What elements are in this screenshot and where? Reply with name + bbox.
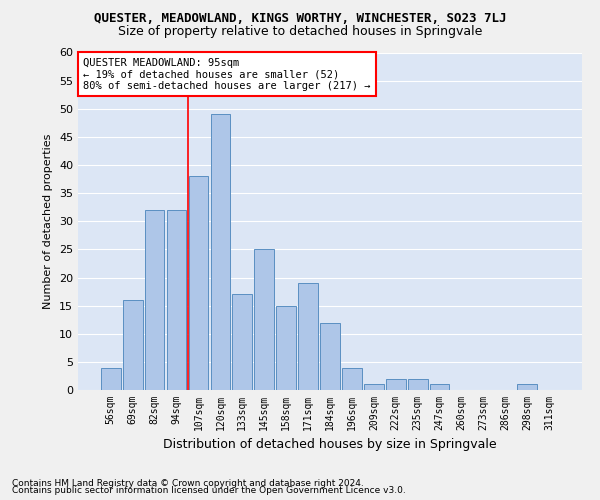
Y-axis label: Number of detached properties: Number of detached properties [43, 134, 53, 309]
Bar [211, 114, 230, 390]
Bar [298, 283, 318, 390]
Text: Contains public sector information licensed under the Open Government Licence v3: Contains public sector information licen… [12, 486, 406, 495]
Bar [188, 176, 208, 390]
Text: Contains HM Land Registry data © Crown copyright and database right 2024.: Contains HM Land Registry data © Crown c… [12, 478, 364, 488]
Bar [123, 300, 143, 390]
Bar [232, 294, 252, 390]
Bar [254, 250, 274, 390]
Bar [320, 322, 340, 390]
Text: QUESTER MEADOWLAND: 95sqm
← 19% of detached houses are smaller (52)
80% of semi-: QUESTER MEADOWLAND: 95sqm ← 19% of detac… [83, 58, 371, 91]
Bar [517, 384, 537, 390]
Bar [386, 379, 406, 390]
Bar [167, 210, 187, 390]
X-axis label: Distribution of detached houses by size in Springvale: Distribution of detached houses by size … [163, 438, 497, 452]
Bar [101, 368, 121, 390]
Bar [408, 379, 428, 390]
Bar [342, 368, 362, 390]
Bar [276, 306, 296, 390]
Bar [364, 384, 384, 390]
Bar [430, 384, 449, 390]
Text: QUESTER, MEADOWLAND, KINGS WORTHY, WINCHESTER, SO23 7LJ: QUESTER, MEADOWLAND, KINGS WORTHY, WINCH… [94, 12, 506, 26]
Text: Size of property relative to detached houses in Springvale: Size of property relative to detached ho… [118, 25, 482, 38]
Bar [145, 210, 164, 390]
